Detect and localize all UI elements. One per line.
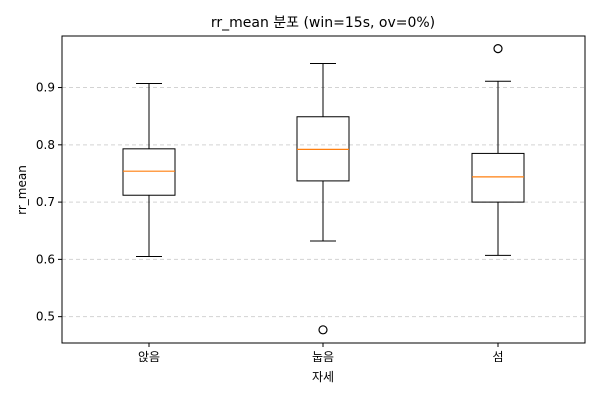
y-tick-label: 0.7 — [36, 195, 55, 209]
x-tick-label: 앉음 — [138, 350, 160, 364]
iqr-box — [122, 148, 176, 196]
axes: 0.5 0.6 0.7 0.8 0.9 앉음 눕음 섬 — [36, 81, 504, 364]
x-tick-label: 눕음 — [312, 350, 334, 364]
iqr-box — [471, 152, 525, 203]
outlier-point — [493, 44, 503, 54]
box-plot-marks — [122, 44, 525, 335]
y-tick-label: 0.5 — [36, 310, 55, 324]
y-tick-label: 0.8 — [36, 138, 55, 152]
chart-title: rr_mean 분포 (win=15s, ov=0%) — [211, 15, 435, 31]
outlier-point — [318, 325, 328, 335]
x-tick-label: 섬 — [492, 350, 503, 364]
x-axis-label: 자세 — [312, 370, 334, 384]
y-tick-label: 0.9 — [36, 81, 55, 95]
y-axis-label: rr_mean — [15, 165, 29, 215]
y-tick-label: 0.6 — [36, 252, 55, 266]
